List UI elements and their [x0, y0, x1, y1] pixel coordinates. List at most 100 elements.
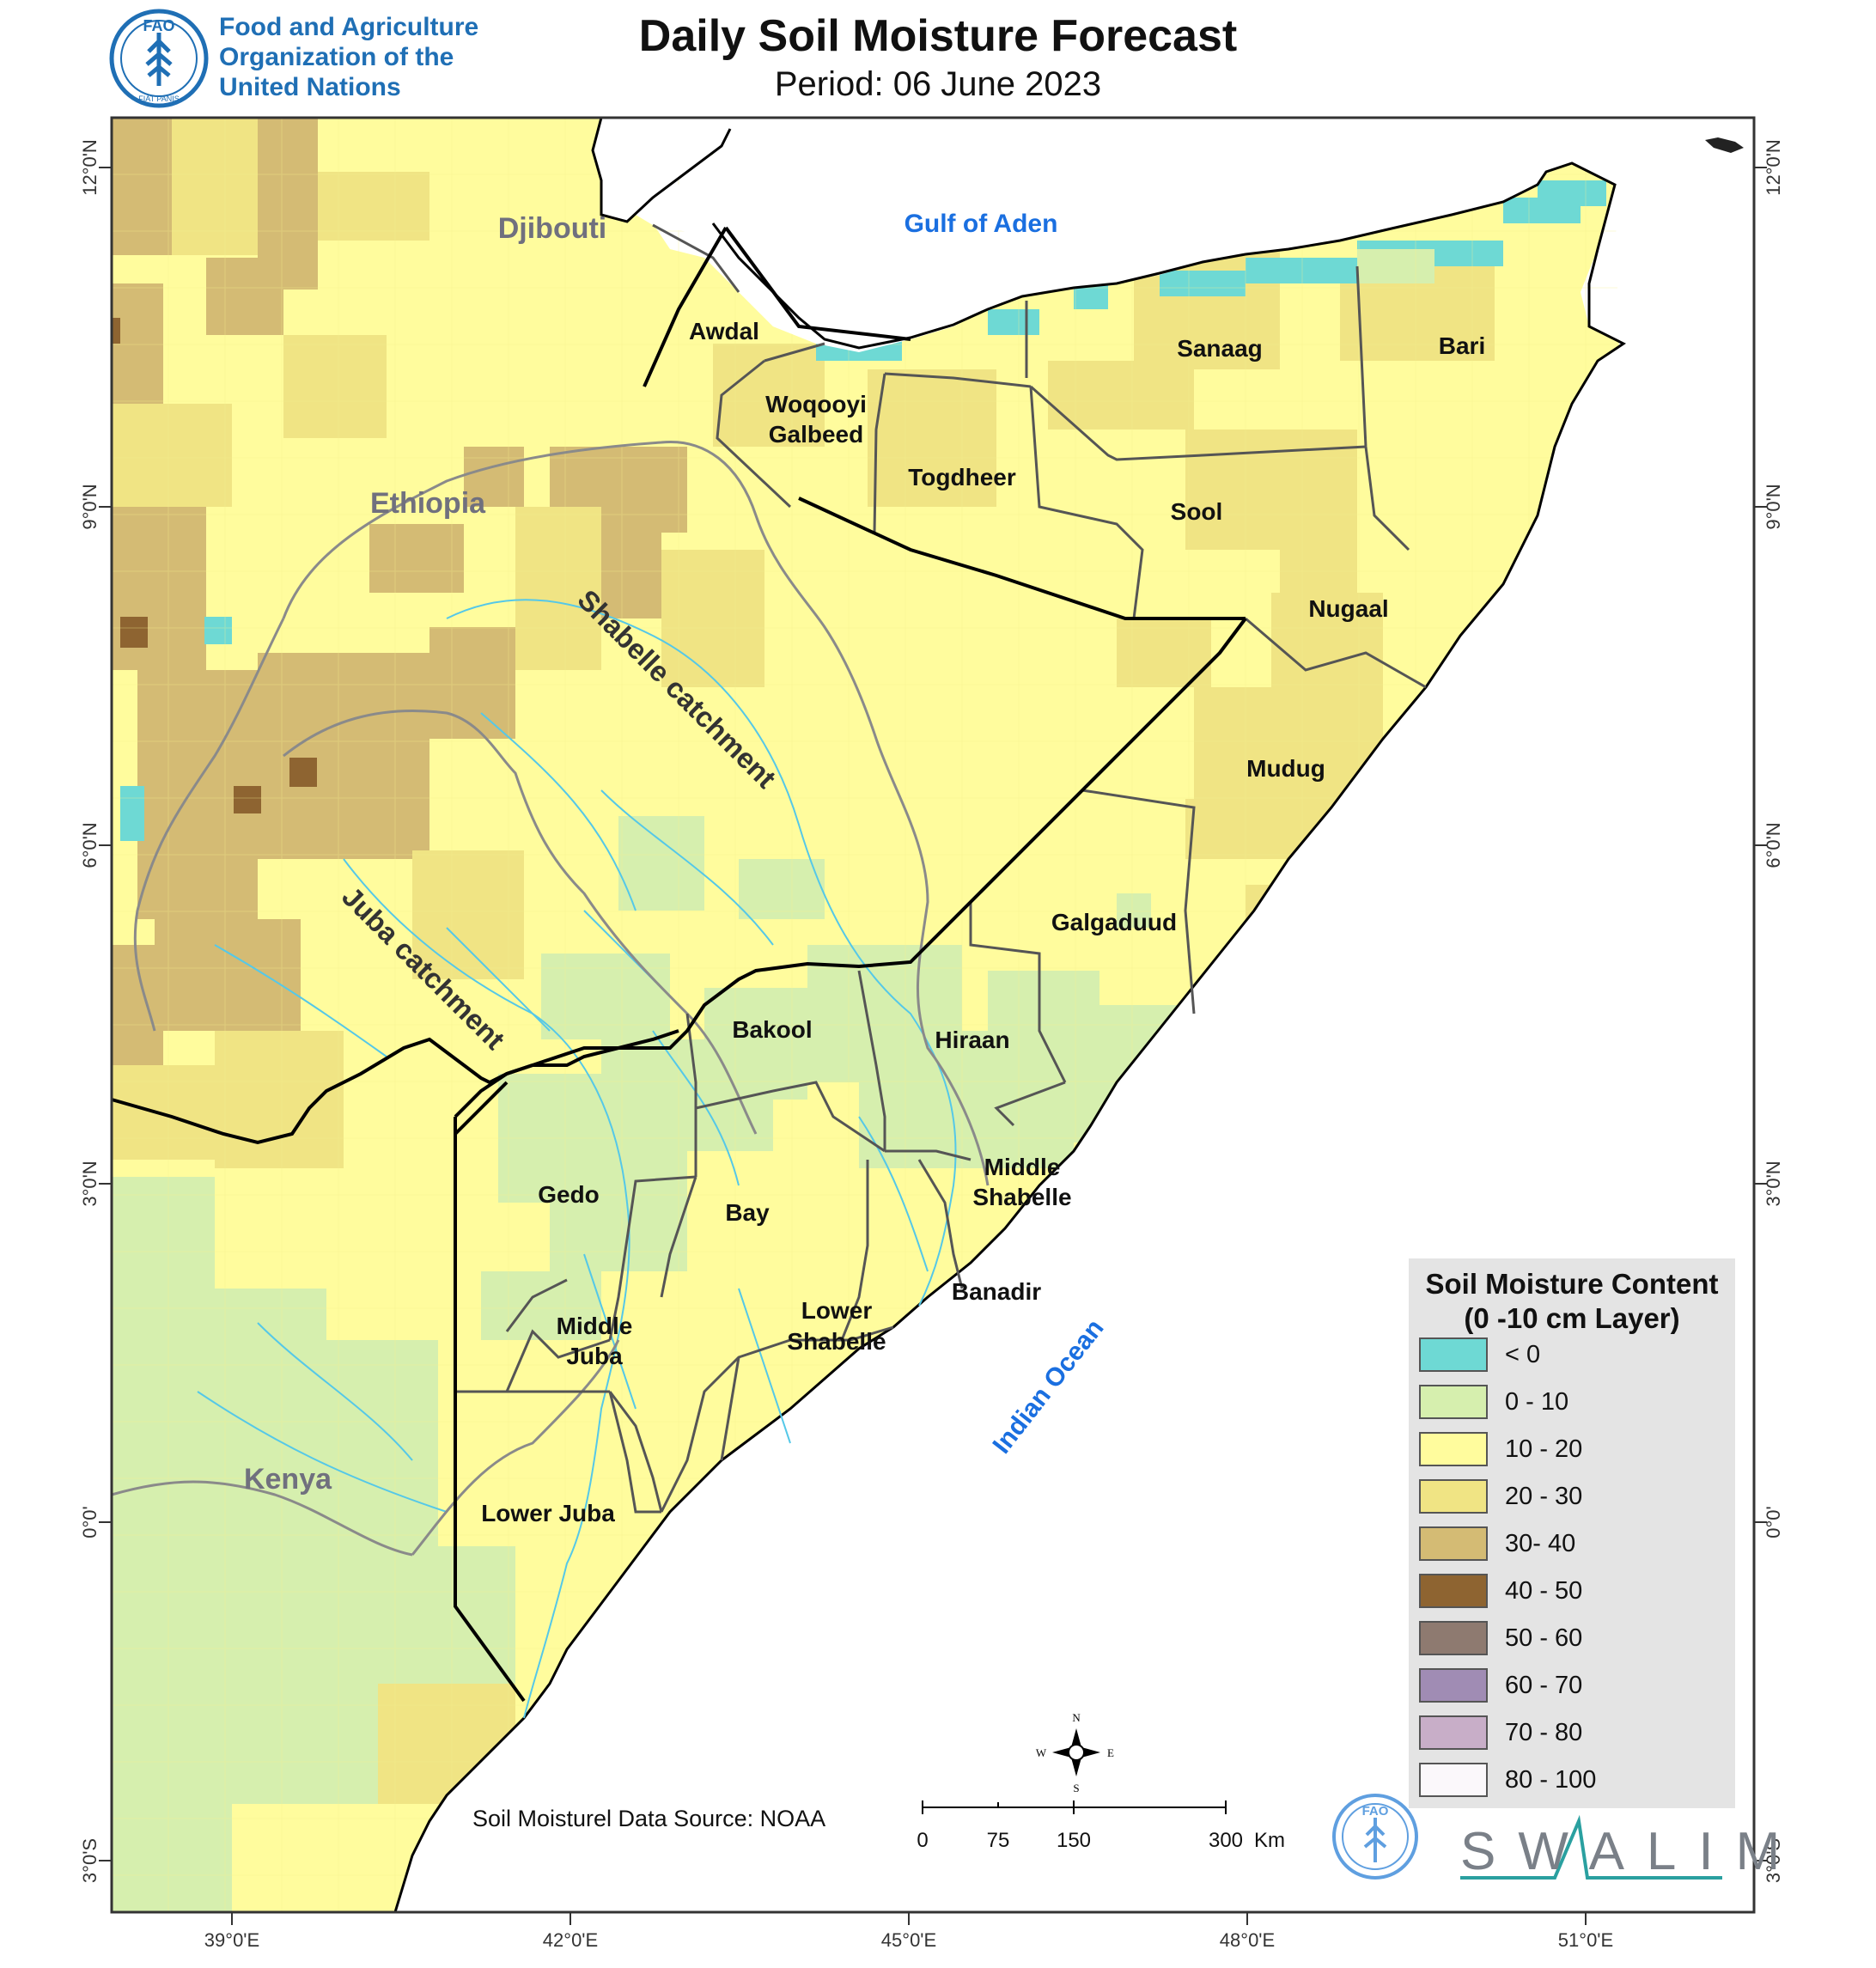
region-label-sool: Sool [1171, 498, 1223, 525]
legend-label: < 0 [1505, 1341, 1541, 1368]
legend-swatch [1419, 1526, 1488, 1561]
legend-swatch [1419, 1337, 1488, 1372]
lon-label: 51°0'E [1558, 1929, 1613, 1951]
region-label-galbeed: Galbeed [769, 421, 863, 448]
socotra-island [1705, 137, 1744, 153]
lon-label: 42°0'E [543, 1929, 598, 1951]
legend-swatch [1419, 1668, 1488, 1703]
compass-e: E [1107, 1746, 1114, 1759]
graticule-ticks [99, 167, 1767, 1925]
legend-label: 60 - 70 [1505, 1672, 1583, 1699]
region-label-middle-shabelle-1: Middle [984, 1154, 1061, 1180]
legend-label: 0 - 10 [1505, 1388, 1569, 1416]
region-label-nugaal: Nugaal [1308, 595, 1388, 622]
scale-tick: 150 [1057, 1829, 1091, 1852]
legend-item: 70 - 80 [1419, 1715, 1728, 1753]
region-label-middle-juba-2: Juba [566, 1343, 623, 1369]
region-label-lower-shabelle-1: Lower [801, 1297, 873, 1324]
country-label-ethiopia: Ethiopia [370, 487, 486, 520]
scale-tick: 75 [987, 1829, 1010, 1852]
legend-swatch [1419, 1763, 1488, 1797]
legend-swatch [1419, 1621, 1488, 1655]
legend-swatch [1419, 1385, 1488, 1419]
legend-swatch [1419, 1574, 1488, 1608]
longitude-labels: 39°0'E 42°0'E 45°0'E 48°0'E 51°0'E [204, 1929, 1613, 1951]
fao-logo: FAO FIAT PANIS [109, 9, 209, 108]
swalim-logo-text: SWALIM [1460, 1822, 1803, 1881]
lon-label: 48°0'E [1220, 1929, 1275, 1951]
rivers [197, 599, 957, 1719]
region-label-banadir: Banadir [952, 1278, 1041, 1305]
region-label-middle-juba-1: Middle [557, 1313, 633, 1339]
legend-item: 80 - 100 [1419, 1763, 1728, 1800]
region-label-bay: Bay [725, 1199, 770, 1226]
logo-motto: FIAT PANIS [138, 94, 180, 103]
country-label-djibouti: Djibouti [498, 212, 607, 245]
north-arrow: N S E W [1036, 1711, 1114, 1794]
legend-item: 40 - 50 [1419, 1574, 1728, 1612]
legend-item: < 0 [1419, 1337, 1728, 1375]
scale-unit: Km [1254, 1829, 1285, 1852]
legend-label: 30- 40 [1505, 1530, 1576, 1557]
region-labels: Awdal Woqooyi Galbeed Togdheer Sanaag Ba… [481, 318, 1485, 1526]
header: FAO FIAT PANIS Food and Agriculture Orga… [0, 0, 1876, 112]
legend-title-line-2: (0 -10 cm Layer) [1464, 1302, 1680, 1334]
gulf-of-aden-water [636, 118, 1754, 859]
map-subtitle: Period: 06 June 2023 [774, 65, 1102, 103]
region-label-sanaag: Sanaag [1177, 335, 1263, 362]
lat-label: 3°0'N [1763, 1161, 1784, 1206]
country-labels: Djibouti Ethiopia Kenya [244, 212, 606, 1496]
legend-label: 10 - 20 [1505, 1435, 1583, 1463]
org-line-1: Food and Agriculture [219, 13, 479, 41]
region-label-hiraan: Hiraan [935, 1027, 1009, 1053]
org-line-2: Organization of the [219, 43, 454, 71]
data-source-note: Soil Moisturel Data Source: NOAA [472, 1806, 826, 1831]
region-label-lower-juba: Lower Juba [481, 1500, 615, 1526]
tadjoura-gulf-water [593, 118, 739, 222]
legend-item: 0 - 10 [1419, 1385, 1728, 1423]
lat-label: 12°0'N [79, 139, 100, 196]
legend-label: 80 - 100 [1505, 1766, 1597, 1794]
lon-label: 45°0'E [881, 1929, 936, 1951]
legend-item: 30- 40 [1419, 1526, 1728, 1564]
catchment-boundaries [111, 440, 990, 1557]
legend-label: 20 - 30 [1505, 1483, 1583, 1510]
legend-item: 50 - 60 [1419, 1621, 1728, 1659]
region-label-awdal: Awdal [689, 318, 759, 344]
legend-item: 10 - 20 [1419, 1432, 1728, 1470]
map-neatline [110, 116, 1756, 1914]
region-label-bari: Bari [1439, 332, 1485, 359]
compass-w: W [1036, 1746, 1047, 1759]
coastline [393, 117, 1626, 1913]
logo-text: FAO [143, 17, 174, 34]
legend-label: 70 - 80 [1505, 1719, 1583, 1746]
legend-label: 50 - 60 [1505, 1624, 1583, 1652]
fao-small-logo: FAO [1332, 1794, 1418, 1880]
lat-label: 6°0'N [1763, 822, 1784, 868]
compass-s: S [1073, 1782, 1079, 1794]
country-label-kenya: Kenya [244, 1463, 332, 1496]
international-borders [111, 226, 1247, 1703]
region-label-lower-shabelle-2: Shabelle [787, 1328, 886, 1355]
lat-label: 0°0' [79, 1506, 100, 1538]
legend-item: 20 - 30 [1419, 1479, 1728, 1517]
legend: Soil Moisture Content (0 -10 cm Layer) <… [1409, 1258, 1735, 1808]
region-label-woqooyi: Woqooyi [765, 391, 867, 417]
region-label-gedo: Gedo [538, 1181, 600, 1208]
region-label-mudug: Mudug [1246, 755, 1325, 782]
latitude-labels-left: 12°0'N 9°0'N 6°0'N 3°0'N 0°0' 3°0'S [79, 139, 100, 1883]
small-logo-text: FAO [1362, 1804, 1389, 1819]
latitude-labels-right: 12°0'N 9°0'N 6°0'N 3°0'N 0°0' 3°0'S [1763, 139, 1784, 1883]
lat-label: 9°0'N [79, 484, 100, 529]
legend-label: 40 - 50 [1505, 1577, 1583, 1605]
map-title: Daily Soil Moisture Forecast [638, 11, 1238, 61]
swalim-wave [1460, 1814, 1722, 1880]
organization-name: Food and Agriculture Organization of the… [219, 12, 478, 102]
lat-label: 0°0' [1763, 1506, 1784, 1538]
region-label-middle-shabelle-2: Shabelle [972, 1184, 1071, 1210]
lat-label: 12°0'N [1763, 139, 1784, 196]
lat-label: 6°0'N [79, 822, 100, 868]
legend-swatch [1419, 1432, 1488, 1466]
region-label-togdheer: Togdheer [908, 464, 1016, 490]
scale-tick: 0 [917, 1829, 928, 1852]
